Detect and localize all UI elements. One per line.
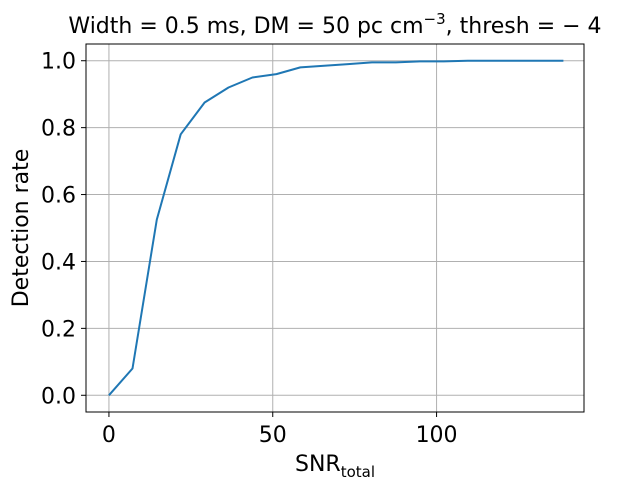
y-tick-label: 0.2	[41, 317, 76, 342]
plot-frame	[85, 43, 585, 413]
x-tick-label: 50	[259, 423, 287, 448]
y-tick-label: 0.4	[41, 250, 76, 275]
x-tick-label: 0	[102, 423, 116, 448]
grid	[86, 44, 584, 412]
x-tick-label: 100	[416, 423, 458, 448]
y-tick-label: 1.0	[41, 50, 76, 75]
series-layer	[108, 59, 564, 396]
y-axis-label: Detection rate	[9, 149, 34, 308]
series-line	[108, 59, 564, 396]
y-tick-label: 0.6	[41, 184, 76, 209]
chart-title: Width = 0.5 ms, DM = 50 pc cm−3, thresh …	[68, 10, 601, 39]
x-axis-label: SNRtotal	[295, 452, 375, 481]
y-tick-label: 0.0	[41, 384, 76, 409]
y-tick-label: 0.8	[41, 117, 76, 142]
tick-layer: 0 50 100 0.0 0.2 0.4 0.6 0.8 1.0	[41, 50, 458, 448]
